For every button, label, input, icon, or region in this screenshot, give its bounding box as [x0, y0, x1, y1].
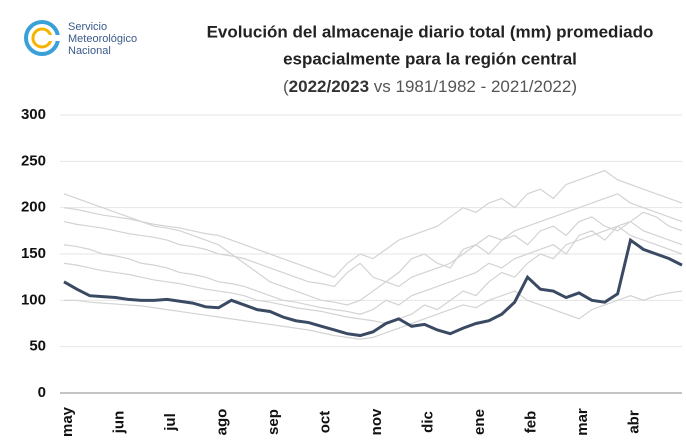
- series-line: [63, 211, 683, 288]
- chart-title: espacialmente para la región central: [283, 49, 577, 68]
- y-tick-label: 150: [21, 245, 46, 262]
- x-tick-label: sep: [265, 409, 282, 435]
- series-line: [63, 237, 683, 338]
- subtitle-part: 2022/2023: [289, 77, 369, 96]
- series-line: [63, 193, 683, 306]
- x-tick-label: oct: [316, 411, 333, 434]
- y-tick-label: 50: [29, 338, 46, 355]
- x-tick-label: feb: [522, 411, 539, 434]
- x-tick-label: jul: [162, 413, 179, 432]
- logo: Servicio Meteorológico Nacional: [24, 20, 137, 57]
- x-tick-label: mar: [574, 408, 591, 436]
- x-tick-label: may: [59, 406, 76, 437]
- series-line: [64, 290, 683, 340]
- y-tick-label: 0: [38, 384, 46, 401]
- series-line: [63, 225, 683, 325]
- x-tick-label: ago: [213, 409, 230, 436]
- y-tick-label: 100: [21, 291, 46, 308]
- x-tick-label: nov: [368, 408, 385, 435]
- x-tick-label: ene: [471, 409, 488, 435]
- y-tick-label: 200: [21, 199, 46, 216]
- y-tick-label: 250: [21, 152, 46, 169]
- series-line: [63, 220, 683, 315]
- subtitle-part: vs 1981/1982 - 2021/2022): [369, 77, 577, 96]
- x-tick-label: abr: [625, 410, 642, 434]
- chart-subtitle: (2022/2023 vs 1981/1982 - 2021/2022): [283, 77, 577, 96]
- x-tick-label: dic: [419, 411, 436, 433]
- logo-text: Meteorológico: [68, 33, 137, 45]
- logo-text: Nacional: [68, 45, 111, 57]
- x-tick-label: jun: [110, 411, 127, 435]
- subtitle-part: (: [283, 77, 289, 96]
- logo-gap: [38, 35, 62, 41]
- series-line: [63, 169, 683, 278]
- y-tick-label: 300: [21, 106, 46, 123]
- chart-title: Evolución del almacenaje diario total (m…: [207, 22, 654, 41]
- logo-text: Servicio: [68, 21, 107, 33]
